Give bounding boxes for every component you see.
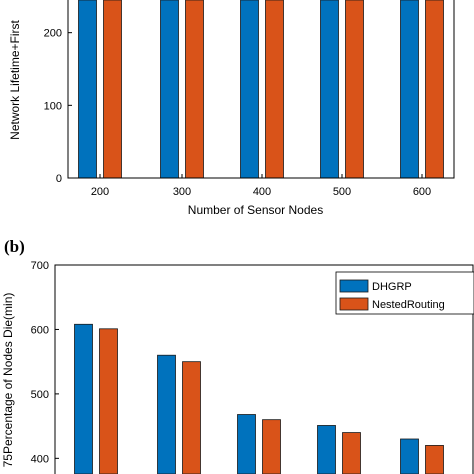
x-tick-label: 400 (253, 186, 271, 198)
axes-frame (67, 0, 455, 179)
x-tick-label: 200 (91, 186, 109, 198)
y-axis-label: Network Lifetime+First (8, 19, 22, 139)
chart-panel-1 (67, 0, 455, 179)
legend-swatch-nestedrouting (339, 297, 369, 311)
bar-nestedrouting-400 (262, 419, 281, 474)
bar-nestedrouting-300 (182, 361, 201, 474)
y-axis-label: 75Percentage of Nodes Die(min) (1, 293, 15, 468)
bar-series-2-600 (425, 0, 444, 179)
bar-nestedrouting-200 (99, 328, 118, 474)
bar-dhgrp-400 (237, 414, 256, 474)
bar-series-1-600 (400, 0, 419, 179)
bar-nestedrouting-600 (425, 445, 444, 474)
bar-dhgrp-600 (400, 438, 419, 474)
bar-series-1-300 (160, 0, 179, 179)
bar-series-2-500 (345, 0, 364, 179)
y-tick-label: 0 (56, 173, 62, 185)
bar-dhgrp-500 (317, 425, 336, 474)
legend-label-dhgrp: DHGRP (372, 281, 412, 293)
legend: DHGRP NestedRouting (335, 271, 474, 315)
x-tick-label: 600 (413, 186, 431, 198)
x-axis-label: Number of Sensor Nodes (188, 203, 323, 217)
chart-panel-2: DHGRP NestedRouting (54, 264, 474, 474)
legend-label-nestedrouting: NestedRouting (372, 299, 445, 311)
y-tick-label: 400 (31, 453, 49, 465)
legend-swatch-dhgrp (339, 279, 369, 293)
panel-label: (b) (4, 237, 25, 256)
bar-nestedrouting-500 (342, 432, 361, 474)
y-tick-label: 500 (31, 389, 49, 401)
bar-series-2-300 (185, 0, 204, 179)
y-tick-label: 700 (31, 260, 49, 272)
bar-series-2-200 (103, 0, 122, 179)
y-tick-label: 100 (44, 100, 62, 112)
bar-dhgrp-300 (157, 354, 176, 474)
y-tick-label: 200 (44, 28, 62, 40)
bar-dhgrp-200 (74, 323, 93, 474)
x-tick-label: 300 (173, 186, 191, 198)
x-tick-label: 500 (333, 186, 351, 198)
bar-series-1-400 (240, 0, 259, 179)
bar-series-1-200 (78, 0, 97, 179)
y-tick-label: 600 (31, 324, 49, 336)
axes-frame (54, 264, 474, 474)
bar-series-1-500 (320, 0, 339, 179)
bar-series-2-400 (265, 0, 284, 179)
